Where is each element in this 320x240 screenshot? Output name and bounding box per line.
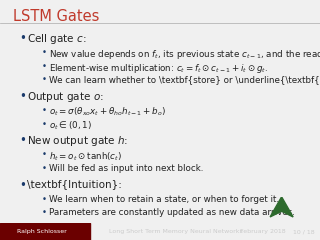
Text: $o_t \in (0, 1)$: $o_t \in (0, 1)$ bbox=[49, 120, 92, 132]
Text: We can learn whether to \textbf{store} or \underline{\textbf{erase}} the old cel: We can learn whether to \textbf{store} o… bbox=[49, 75, 320, 84]
Text: New output gate $h$:: New output gate $h$: bbox=[27, 134, 128, 149]
Text: •: • bbox=[42, 62, 47, 71]
Text: •: • bbox=[19, 179, 26, 192]
Text: LSTM Gates: LSTM Gates bbox=[13, 9, 99, 24]
Text: •: • bbox=[42, 120, 47, 129]
Text: Element-wise multiplication: $c_t = f_t \odot c_{t-1} + i_t \odot g_t$.: Element-wise multiplication: $c_t = f_t … bbox=[49, 62, 268, 75]
Text: Parameters are constantly updated as new data arrives.: Parameters are constantly updated as new… bbox=[49, 208, 294, 217]
Text: Ralph Schlosser: Ralph Schlosser bbox=[17, 229, 67, 234]
Text: New value depends on $f_t$, its previous state $c_{t-1}$, and the read gate $g_t: New value depends on $f_t$, its previous… bbox=[49, 48, 320, 61]
Text: \textbf{Intuition}:: \textbf{Intuition}: bbox=[27, 179, 122, 189]
Text: February 2018: February 2018 bbox=[240, 229, 285, 234]
Text: $o_t = \sigma(\theta_{xo}x_t + \theta_{ho}h_{t-1} + b_o)$: $o_t = \sigma(\theta_{xo}x_t + \theta_{h… bbox=[49, 106, 166, 119]
Text: We learn when to retain a state, or when to forget it.: We learn when to retain a state, or when… bbox=[49, 195, 279, 204]
Text: •: • bbox=[19, 32, 26, 45]
Text: •: • bbox=[42, 106, 47, 115]
Text: •: • bbox=[42, 208, 47, 217]
Text: •: • bbox=[42, 150, 47, 159]
Text: •: • bbox=[19, 90, 26, 103]
Bar bbox=[0, 223, 90, 240]
Text: •: • bbox=[42, 48, 47, 57]
Text: 10 / 18: 10 / 18 bbox=[293, 229, 315, 234]
Text: Will be fed as input into next block.: Will be fed as input into next block. bbox=[49, 164, 203, 173]
Text: •: • bbox=[19, 134, 26, 147]
Polygon shape bbox=[270, 197, 293, 217]
Text: •: • bbox=[42, 75, 47, 84]
Text: •: • bbox=[42, 164, 47, 173]
Text: $h_t = o_t \odot \tanh(c_t)$: $h_t = o_t \odot \tanh(c_t)$ bbox=[49, 150, 122, 163]
Text: Output gate $o$:: Output gate $o$: bbox=[27, 90, 104, 104]
Text: Long Short Term Memory Neural Networks: Long Short Term Memory Neural Networks bbox=[109, 229, 243, 234]
Text: •: • bbox=[42, 195, 47, 204]
Text: Cell gate $c$:: Cell gate $c$: bbox=[27, 32, 87, 46]
